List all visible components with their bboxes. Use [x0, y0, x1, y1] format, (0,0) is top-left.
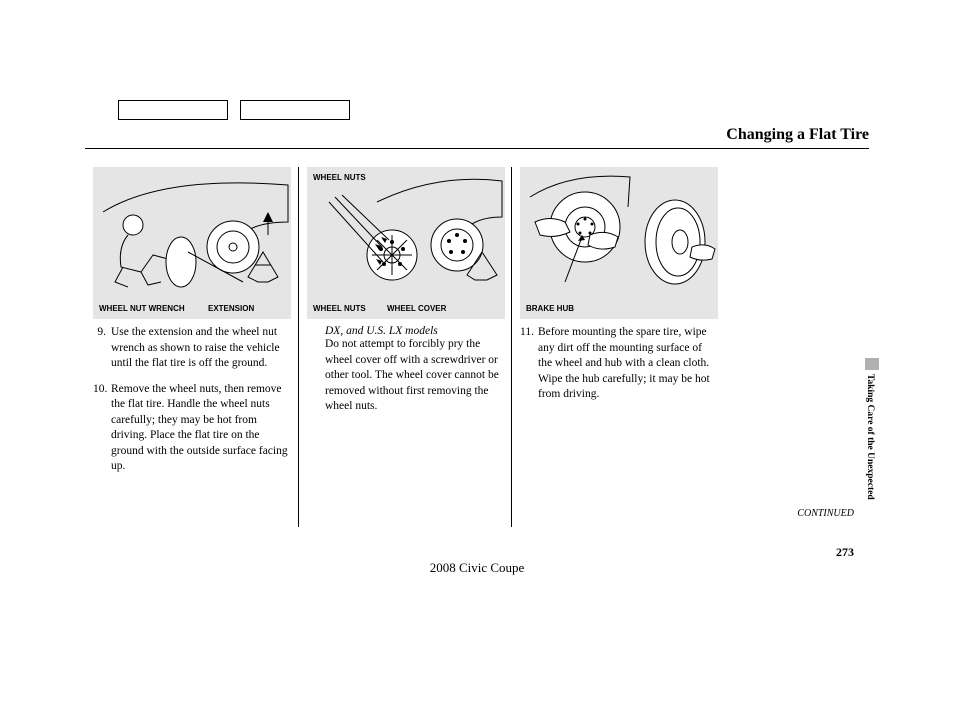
- label-wheel-cover: WHEEL COVER: [387, 304, 446, 313]
- top-nav-boxes: [118, 100, 350, 120]
- header-row: Changing a Flat Tire: [85, 126, 869, 149]
- page-title: Changing a Flat Tire: [726, 126, 869, 144]
- step-9-number: 9.: [93, 325, 111, 372]
- column-2: WHEEL NUTS WHEEL NUTS WHEEL COVER DX, an…: [298, 167, 511, 527]
- label-wheel-nuts-bottom: WHEEL NUTS: [313, 304, 366, 313]
- section-name: Taking Care of the Unexpected: [865, 370, 875, 530]
- figure-jack-wrench: WHEEL NUT WRENCH EXTENSION: [93, 167, 291, 319]
- illustration-wheel-cover: [307, 167, 505, 319]
- model-note-heading: DX, and U.S. LX models: [325, 325, 503, 337]
- figure-wheel-cover: WHEEL NUTS WHEEL NUTS WHEEL COVER: [307, 167, 505, 319]
- illustration-brake-hub: [520, 167, 718, 319]
- label-extension: EXTENSION: [208, 304, 254, 313]
- step-10-number: 10.: [93, 382, 111, 475]
- figure-brake-hub: BRAKE HUB: [520, 167, 718, 319]
- model-note-text: Do not attempt to forcibly pry the wheel…: [325, 337, 503, 415]
- continued-label: CONTINUED: [797, 508, 854, 519]
- footer-model: 2008 Civic Coupe: [0, 560, 954, 576]
- tab-marker: [865, 358, 879, 370]
- page-number: 273: [836, 545, 854, 560]
- step-11: 11. Before mounting the spare tire, wipe…: [520, 325, 716, 403]
- side-tab: Taking Care of the Unexpected: [865, 358, 879, 528]
- step-11-text: Before mounting the spare tire, wipe any…: [538, 325, 716, 403]
- label-brake-hub: BRAKE HUB: [526, 304, 574, 313]
- step-10: 10. Remove the wheel nuts, then remove t…: [93, 382, 290, 475]
- column-1: WHEEL NUT WRENCH EXTENSION 9. Use the ex…: [85, 167, 298, 527]
- manual-page: Changing a Flat Tire: [0, 0, 954, 710]
- column-3: BRAKE HUB 11. Before mounting the spare …: [511, 167, 724, 527]
- content-columns: WHEEL NUT WRENCH EXTENSION 9. Use the ex…: [85, 167, 869, 527]
- step-9: 9. Use the extension and the wheel nut w…: [93, 325, 290, 372]
- label-wheel-nut-wrench: WHEEL NUT WRENCH: [99, 304, 185, 313]
- illustration-jack: [93, 167, 291, 319]
- step-9-text: Use the extension and the wheel nut wren…: [111, 325, 290, 372]
- label-wheel-nuts-top: WHEEL NUTS: [313, 173, 366, 182]
- nav-box-1[interactable]: [118, 100, 228, 120]
- nav-box-2[interactable]: [240, 100, 350, 120]
- step-10-text: Remove the wheel nuts, then remove the f…: [111, 382, 290, 475]
- step-11-number: 11.: [520, 325, 538, 403]
